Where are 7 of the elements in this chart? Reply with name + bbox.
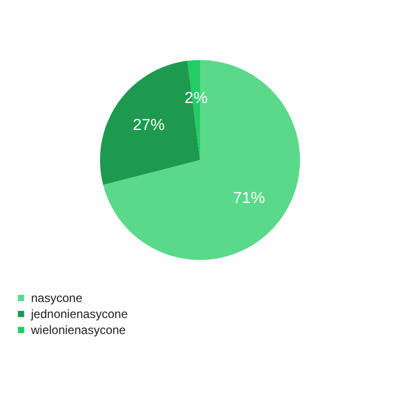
data-label: 2% xyxy=(184,90,208,108)
data-label: 71% xyxy=(232,190,266,207)
pie-slice xyxy=(103,60,300,260)
legend-label: jednonienasycone xyxy=(30,307,128,321)
legend-label: nasycone xyxy=(31,291,83,305)
data-label: 27% xyxy=(132,117,165,134)
legend-label: wielonienasycone xyxy=(30,323,126,337)
